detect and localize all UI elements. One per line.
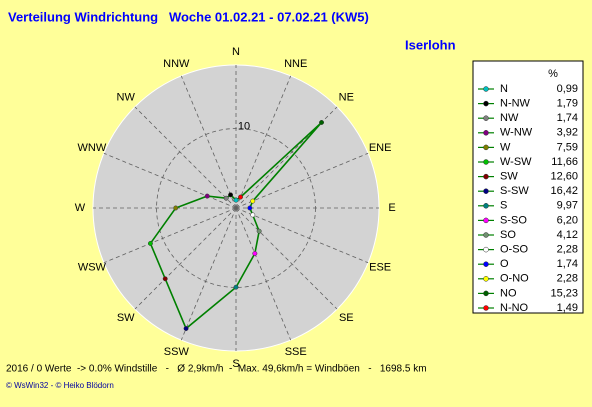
spoke: [180, 75, 237, 209]
spoke: [235, 152, 369, 209]
legend-marker: [483, 261, 489, 267]
legend-label: S-SO: [500, 214, 527, 226]
point-marker: [204, 193, 210, 199]
legend-value: 0,99: [557, 83, 578, 95]
direction-label: WNW: [78, 142, 107, 154]
point-marker: [250, 212, 256, 218]
direction-label: S: [232, 358, 239, 370]
spoke: [103, 152, 237, 209]
legend-title: %: [548, 68, 558, 80]
direction-label: NNW: [163, 58, 190, 70]
spoke: [134, 207, 237, 310]
r-tick-label: 10: [238, 120, 250, 132]
point-marker: [319, 119, 325, 125]
point-marker: [233, 284, 239, 290]
direction-label: W: [75, 202, 86, 214]
legend-label: W: [500, 141, 511, 153]
legend-marker: [483, 86, 489, 92]
point-marker: [238, 194, 243, 200]
legend-marker: [483, 130, 489, 136]
legend-value: 1,74: [557, 112, 578, 124]
credit: © WsWin32 - © Heiko Blödorn: [6, 381, 114, 390]
legend-value: 11,66: [551, 156, 578, 168]
grid-ring: [156, 128, 316, 288]
legend-label: O-SO: [500, 244, 529, 256]
direction-label: SE: [339, 312, 354, 324]
point-marker: [162, 276, 168, 282]
direction-label: NW: [117, 92, 136, 104]
direction-label: N: [232, 46, 240, 58]
legend-value: 2,28: [557, 273, 578, 285]
direction-label: ENE: [369, 142, 392, 154]
legend-marker: [483, 290, 489, 297]
spoke: [103, 207, 237, 264]
direction-label: SW: [117, 312, 135, 324]
legend-marker: [483, 188, 489, 194]
legend-marker: [483, 276, 489, 282]
legend-value: 1,74: [557, 258, 578, 270]
legend-marker: [483, 203, 489, 209]
spoke: [134, 106, 237, 209]
legend-marker: [483, 232, 489, 238]
point-marker: [173, 205, 179, 211]
point-marker: [228, 192, 234, 198]
legend-value: 12,60: [550, 171, 578, 183]
legend-value: 1,49: [557, 302, 578, 314]
point-marker: [223, 195, 229, 201]
footer: 2016 / 0 Werte -> 0.0% Windstille - Ø 2,…: [6, 364, 427, 375]
point-marker: [233, 197, 239, 203]
point-marker: [183, 326, 189, 331]
legend-value: 9,97: [557, 200, 578, 212]
legend-value: 15,23: [550, 287, 578, 299]
legend-marker: [483, 173, 489, 180]
legend-value: 4,12: [557, 229, 578, 241]
legend-marker: [483, 144, 489, 151]
legend-label: N-NO: [500, 302, 529, 314]
legend-label: NW: [500, 112, 519, 124]
legend-value: 1,79: [557, 98, 578, 110]
legend-label: W-NW: [500, 127, 533, 139]
legend-label: N: [500, 83, 508, 95]
spoke: [235, 207, 338, 310]
legend-value: 6,20: [557, 214, 578, 226]
legend-label: NO: [500, 287, 517, 299]
spoke: [235, 207, 369, 264]
legend-label: S-SW: [500, 185, 529, 197]
legend-label: N-NW: [500, 98, 531, 110]
legend-label: O-NO: [500, 273, 529, 285]
point-marker: [252, 251, 258, 256]
direction-label: SSW: [164, 346, 190, 358]
direction-label: NE: [339, 92, 354, 104]
chart-subtitle: Iserlohn: [405, 37, 456, 52]
legend-marker: [483, 246, 489, 253]
direction-label: NNE: [284, 58, 307, 70]
legend-value: 16,42: [550, 185, 578, 197]
point-marker: [147, 240, 153, 246]
legend-label: S: [500, 200, 507, 212]
chart-title: Verteilung Windrichtung Woche 01.02.21 -…: [8, 9, 369, 24]
legend-label: W-SW: [500, 156, 532, 168]
spoke: [235, 75, 292, 209]
legend-value: 7,59: [557, 141, 578, 153]
legend-marker: [483, 115, 489, 121]
legend-value: 2,28: [557, 244, 578, 256]
direction-label: SSE: [285, 346, 307, 358]
spoke: [235, 207, 292, 341]
legend-marker: [483, 100, 489, 107]
direction-label: E: [388, 202, 395, 214]
legend-label: SW: [500, 171, 518, 183]
spoke: [180, 207, 237, 341]
legend-marker: [483, 159, 489, 165]
point-marker: [256, 228, 262, 234]
legend-value: 3,92: [557, 127, 578, 139]
point-marker: [250, 198, 256, 204]
direction-label: ESE: [369, 262, 391, 274]
direction-label: WSW: [78, 262, 107, 274]
legend-marker: [483, 217, 489, 224]
legend-label: O: [500, 258, 509, 270]
legend-marker: [483, 305, 489, 311]
legend-label: SO: [500, 229, 516, 241]
point-marker: [247, 205, 253, 211]
